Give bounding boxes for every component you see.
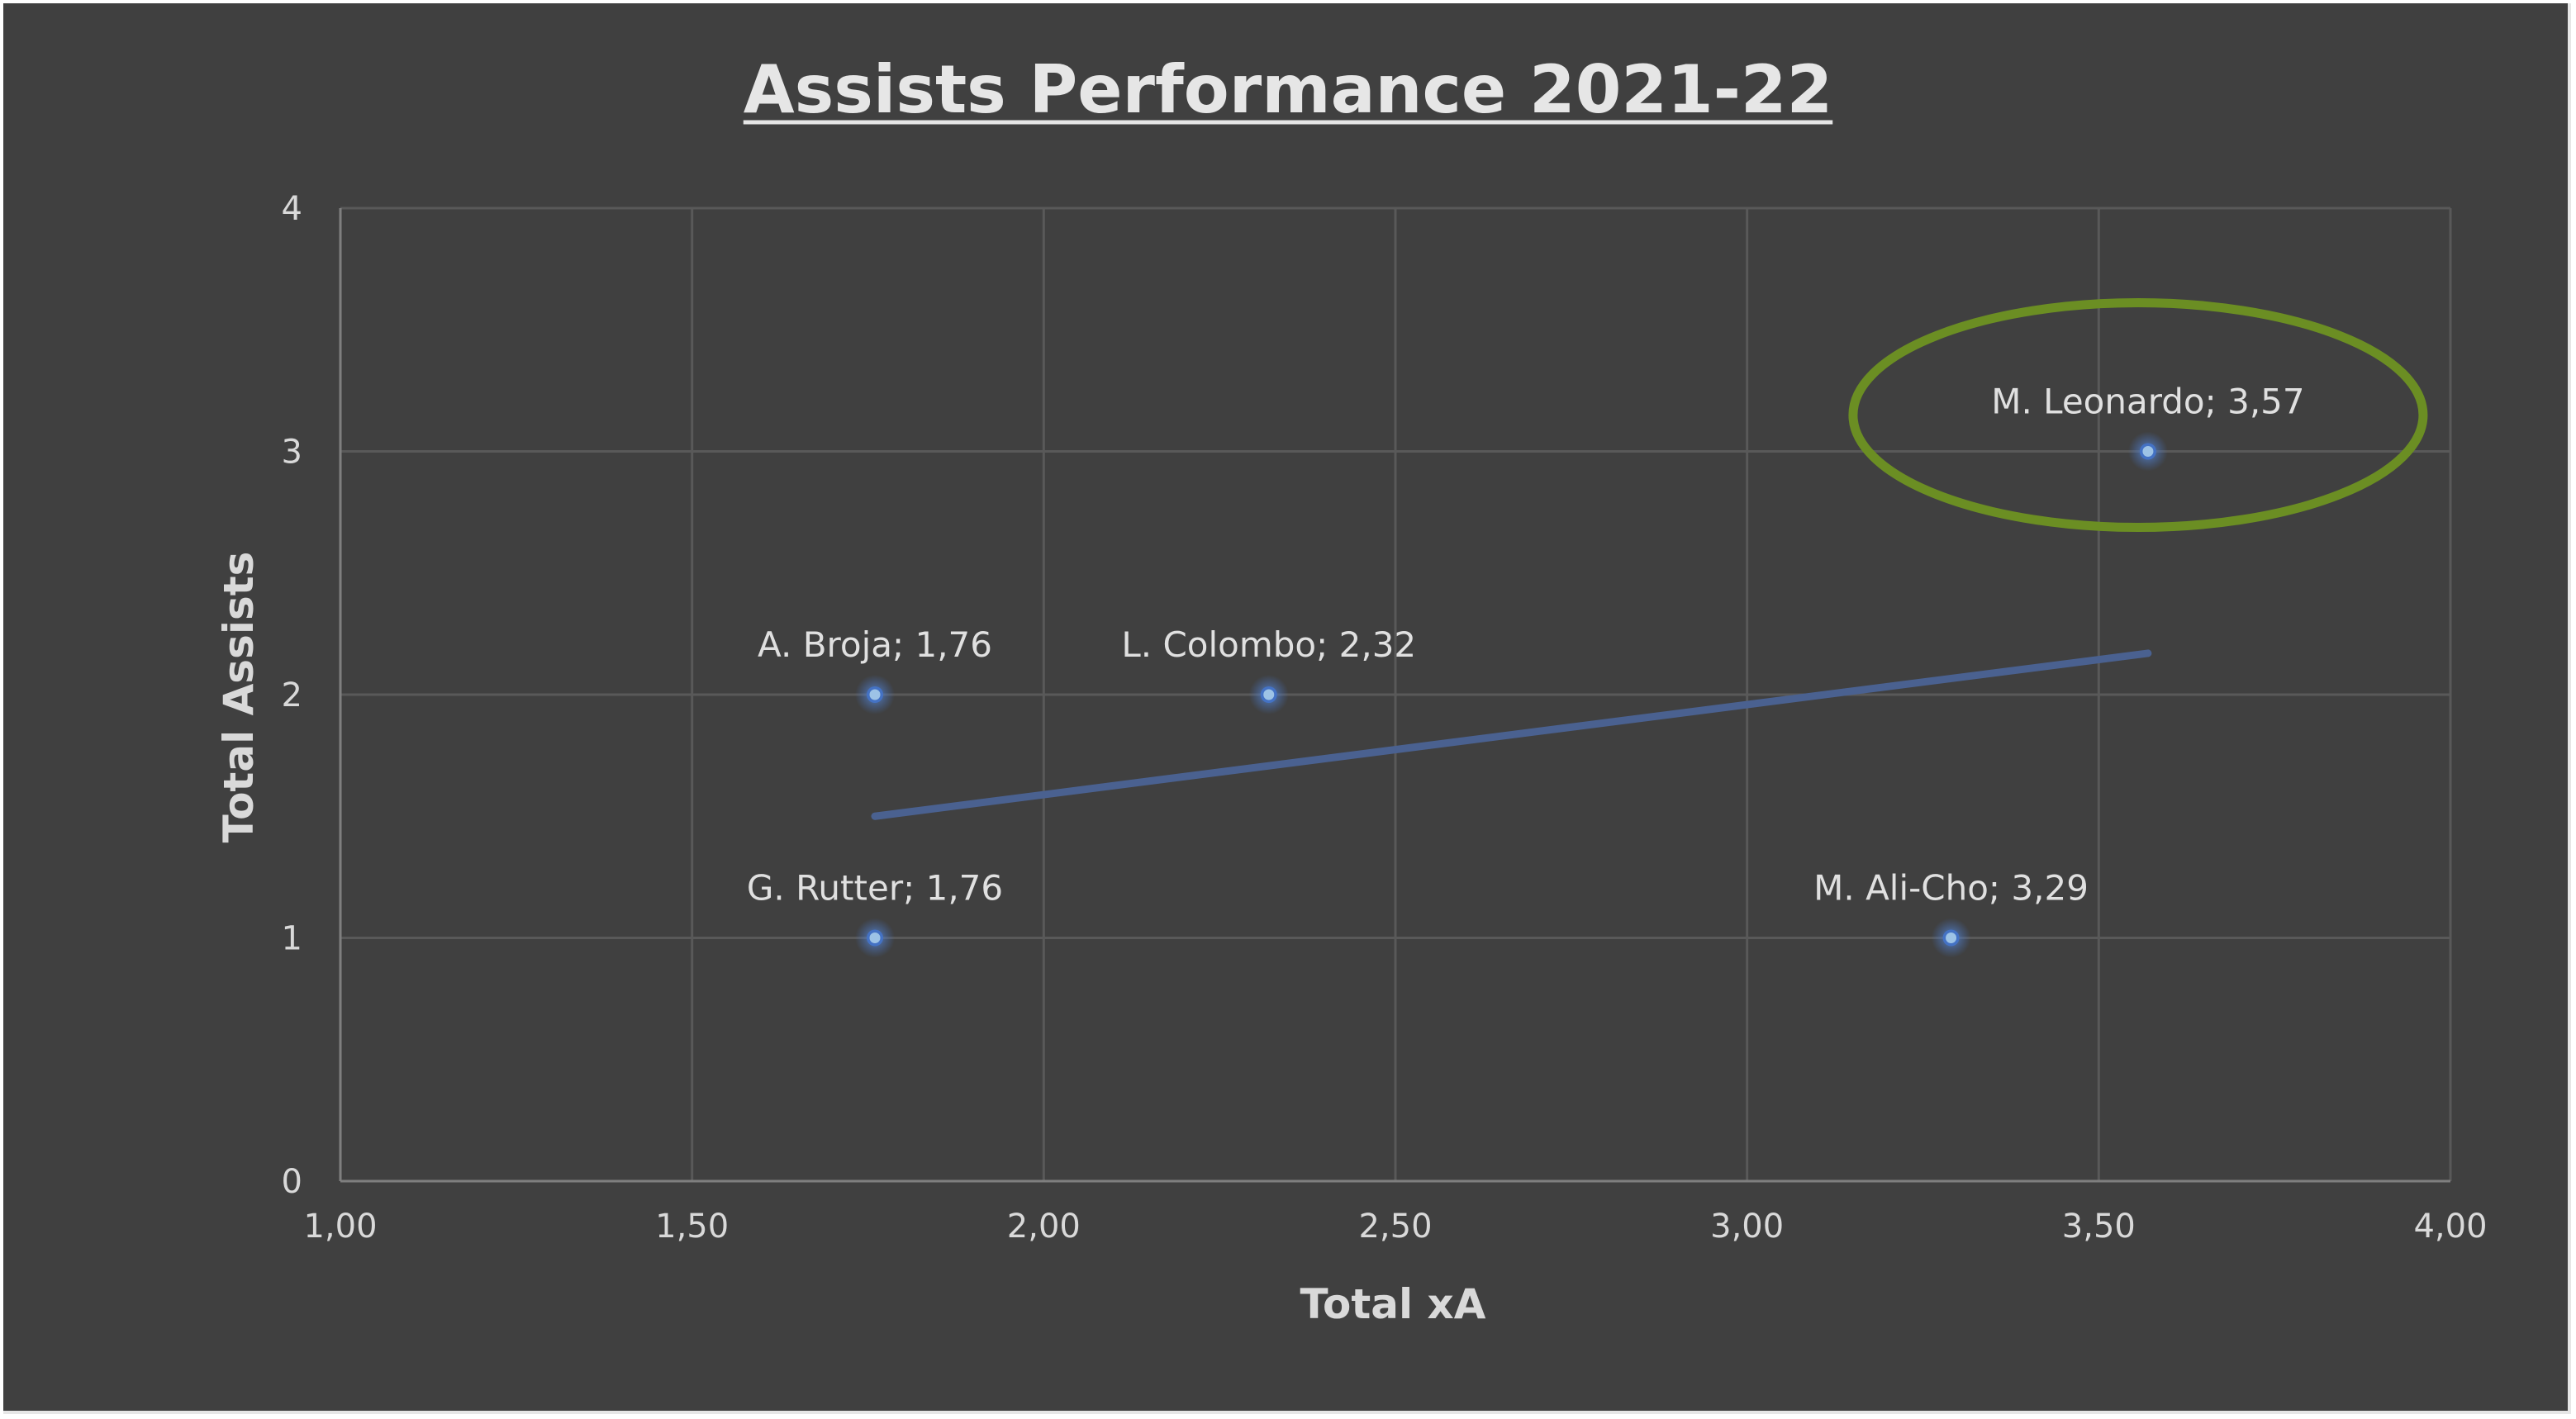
x-tick-label: 2,50 xyxy=(1358,1208,1432,1246)
trendline xyxy=(871,649,2152,820)
y-tick-label: 4 xyxy=(282,190,302,228)
y-tick-label: 0 xyxy=(282,1163,302,1201)
tick-labels: 1,00 1,50 2,00 2,50 3,00 3,50 4,00 0 1 2 3 4 xyxy=(282,190,2488,1246)
data-label: M. Leonardo; 3,57 xyxy=(1991,382,2304,422)
scatter-chart: A. Broja; 1,76 L. Colombo; 2,32 G. Rutter;… xyxy=(215,51,2488,1328)
x-tick-label: 4,00 xyxy=(2413,1208,2487,1246)
data-points xyxy=(855,431,2168,958)
x-tick-label: 1,00 xyxy=(303,1208,377,1246)
gridlines xyxy=(339,206,2452,1183)
highlight-layer xyxy=(1848,298,2428,532)
data-label: A. Broja; 1,76 xyxy=(758,624,992,665)
x-axis-title: Total xA xyxy=(1300,1280,1486,1328)
axes xyxy=(339,208,2450,1183)
y-tick-label: 2 xyxy=(282,676,302,714)
y-tick-label: 1 xyxy=(282,920,302,958)
data-point xyxy=(2142,446,2154,457)
x-tick-label: 3,00 xyxy=(1710,1208,1784,1246)
highlight-ellipse xyxy=(1848,298,2428,532)
data-label: L. Colombo; 2,32 xyxy=(1121,624,1416,665)
trendline-layer xyxy=(871,649,2152,820)
chart-title: Assists Performance 2021-22 xyxy=(744,51,1832,128)
data-point xyxy=(1946,933,1957,943)
chart-area: A. Broja; 1,76 L. Colombo; 2,32 G. Rutter;… xyxy=(3,3,2571,1414)
y-axis-title: Total Assists xyxy=(215,552,263,843)
data-labels: A. Broja; 1,76 L. Colombo; 2,32 G. Rutter;… xyxy=(747,382,2305,909)
data-point xyxy=(1263,689,1275,700)
x-tick-label: 2,00 xyxy=(1007,1208,1081,1246)
data-point xyxy=(869,933,881,943)
data-label: G. Rutter; 1,76 xyxy=(747,868,1003,909)
data-point xyxy=(869,689,881,700)
x-tick-label: 3,50 xyxy=(2062,1208,2136,1246)
y-tick-label: 3 xyxy=(282,434,302,472)
data-label: M. Ali-Cho; 3,29 xyxy=(1813,868,2089,909)
x-tick-label: 1,50 xyxy=(655,1208,729,1246)
